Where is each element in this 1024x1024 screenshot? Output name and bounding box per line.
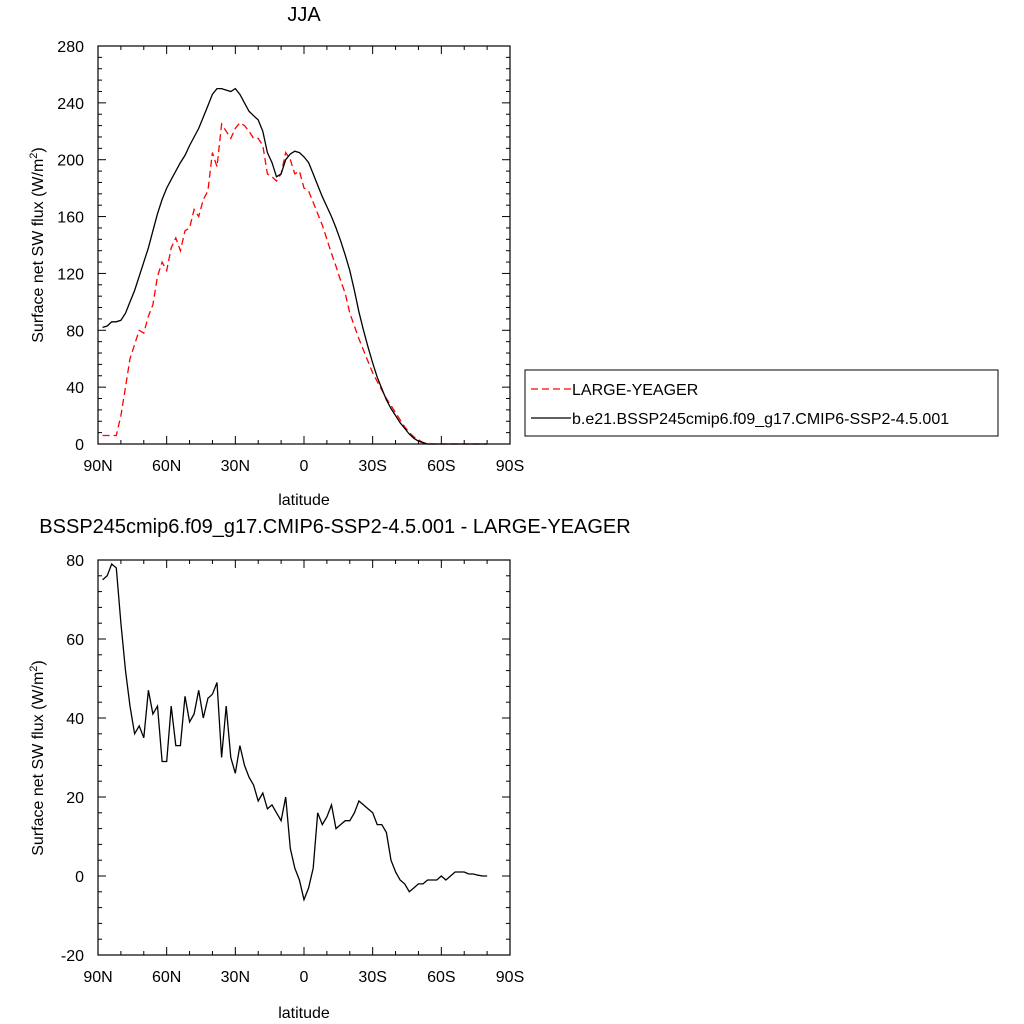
- chart1-y-tick-label: 0: [75, 437, 84, 454]
- chart2-x-tick-label: 30S: [358, 969, 386, 986]
- chart2-y-tick-label: 0: [75, 869, 84, 886]
- chart2-x-tick-label: 90N: [83, 969, 112, 986]
- chart2-series-line-1: [102, 562, 488, 902]
- chart2-title: BSSP245cmip6.f09_g17.CMIP6-SSP2-4.5.001 …: [39, 516, 630, 538]
- legend-label-large-yeager: LARGE-YEAGER: [572, 382, 698, 399]
- chart1-lines: [102, 87, 488, 445]
- legend-label-bssp245: b.e21.BSSP245cmip6.f09_g17.CMIP6-SSP2-4.…: [572, 411, 949, 428]
- chart2-x-tick-label: 30N: [221, 969, 250, 986]
- chart1-plot-frame: [97, 45, 511, 445]
- chart1-title: JJA: [287, 4, 321, 26]
- chart2-x-tick-label: 0: [300, 969, 309, 986]
- chart2-x-tick-label: 60S: [427, 969, 455, 986]
- chart1-y-axis-label-main: Surface net SW flux (W/m: [30, 159, 47, 343]
- chart2-y-axis-label-sup: 2: [28, 666, 40, 672]
- chart1-y-tick-label: 280: [57, 39, 84, 56]
- chart1-ticks: 90N 60N 30N 0 30S 60S 90S 0 40 80 120 160 200 240 280: [57, 39, 524, 475]
- chart1-y-tick-label: 80: [66, 323, 84, 340]
- chart2-x-tick-label: 60N: [152, 969, 181, 986]
- chart2-ticks: 90N 60N 30N 0 30S 60S 90S -20 0 20 40 60 80: [61, 553, 524, 986]
- chart2-y-axis-label-main: Surface net SW flux (W/m: [30, 672, 47, 856]
- chart2-lines: [102, 562, 488, 902]
- chart2-y-axis-label: Surface net SW flux (W/m2): [28, 660, 47, 856]
- chart2-plot-frame: [97, 559, 511, 956]
- chart1-y-axis-label: Surface net SW flux (W/m2): [28, 147, 47, 343]
- chart1-x-tick-label: 0: [300, 458, 309, 475]
- chart1-x-axis-label: latitude: [278, 492, 330, 509]
- chart2-y-tick-label: 20: [66, 790, 84, 807]
- chart2-y-axis-label-close: ): [30, 660, 47, 665]
- chart2-x-axis-label: latitude: [278, 1005, 330, 1022]
- chart1-x-tick-label: 60S: [427, 458, 455, 475]
- chart1-x-tick-label: 60N: [152, 458, 181, 475]
- chart1-y-tick-label: 120: [57, 266, 84, 283]
- chart1-y-tick-label: 40: [66, 380, 84, 397]
- chart2-x-tick-label: 90S: [496, 969, 524, 986]
- chart1-x-tick-label: 90N: [83, 458, 112, 475]
- chart2-y-tick-label: 40: [66, 711, 84, 728]
- chart2-y-tick-label: 60: [66, 632, 84, 649]
- chart1-y-tick-label: 200: [57, 153, 84, 170]
- chart2-y-tick-label: -20: [61, 948, 84, 965]
- chart1-legend-box: [524, 369, 999, 437]
- chart1-series-line-1: [102, 121, 488, 445]
- chart1-series-line-2: [102, 87, 488, 445]
- chart1-y-tick-label: 160: [57, 210, 84, 227]
- chart1-x-tick-label: 90S: [496, 458, 524, 475]
- chart1-y-tick-label: 240: [57, 96, 84, 113]
- chart1-y-axis-label-sup: 2: [28, 153, 40, 159]
- chart2-y-tick-label: 80: [66, 553, 84, 570]
- chart1-x-tick-label: 30S: [358, 458, 386, 475]
- chart1-x-tick-label: 30N: [221, 458, 250, 475]
- chart1-y-axis-label-close: ): [30, 147, 47, 152]
